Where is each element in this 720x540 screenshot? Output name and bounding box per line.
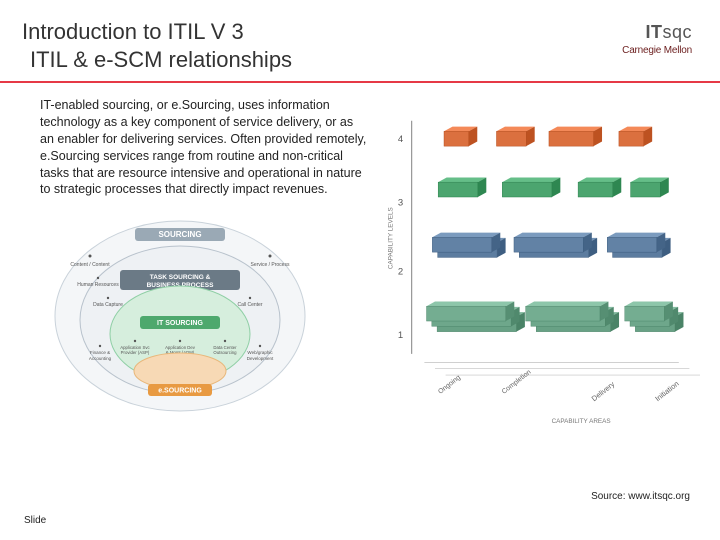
- capability-stack-chart: CAPABILITY LEVELS 4 3 2 1 Ongoing Comple…: [382, 97, 700, 431]
- svg-text:Finance &: Finance &: [90, 350, 110, 355]
- title-line-2: ITIL & e-SCM relationships: [22, 46, 292, 74]
- itsqc-logo: ITsqc: [622, 22, 692, 43]
- svg-text:1: 1: [398, 330, 403, 341]
- svg-text:Initiation: Initiation: [653, 379, 680, 403]
- body-paragraph: IT-enabled sourcing, or e.Sourcing, uses…: [40, 97, 370, 198]
- svg-text:Call Center: Call Center: [237, 302, 262, 308]
- svg-text:Data Capture: Data Capture: [93, 302, 123, 308]
- logo-block: ITsqc Carnegie Mellon: [622, 22, 692, 56]
- slide-footer: Slide: [24, 515, 46, 526]
- title-line-1: Introduction to ITIL V 3: [22, 18, 292, 46]
- carnegie-mellon-logo: Carnegie Mellon: [622, 45, 692, 56]
- svg-text:Development: Development: [247, 356, 274, 361]
- svg-text:TASK SOURCING &: TASK SOURCING &: [150, 274, 211, 281]
- svg-text:2: 2: [398, 266, 403, 277]
- venn-outer-label: SOURCING: [158, 230, 201, 239]
- svg-text:Content / Content: Content / Content: [70, 262, 110, 268]
- source-citation: Source: www.itsqc.org: [591, 491, 690, 502]
- svg-text:Completion: Completion: [501, 369, 533, 396]
- svg-text:Ongoing: Ongoing: [437, 374, 462, 396]
- svg-text:Accounting: Accounting: [89, 356, 112, 361]
- svg-text:4: 4: [398, 134, 404, 145]
- svg-text:IT SOURCING: IT SOURCING: [157, 320, 203, 327]
- svg-text:Provider (ASP): Provider (ASP): [121, 350, 150, 355]
- svg-text:3: 3: [398, 197, 403, 208]
- svg-text:Delivery: Delivery: [590, 379, 617, 403]
- svg-text:CAPABILITY AREAS: CAPABILITY AREAS: [552, 418, 611, 425]
- svg-text:Human Resources: Human Resources: [77, 282, 119, 288]
- venn-diagram: SOURCING Content / Content Service / Pro…: [50, 216, 310, 416]
- svg-text:Outsourcing: Outsourcing: [213, 350, 237, 355]
- svg-text:Service / Process: Service / Process: [251, 262, 290, 268]
- svg-text:Web/graphic: Web/graphic: [247, 350, 273, 355]
- title-block: Introduction to ITIL V 3 ITIL & e-SCM re…: [22, 18, 292, 73]
- svg-text:CAPABILITY LEVELS: CAPABILITY LEVELS: [388, 207, 395, 269]
- svg-text:e.SOURCING: e.SOURCING: [158, 388, 202, 395]
